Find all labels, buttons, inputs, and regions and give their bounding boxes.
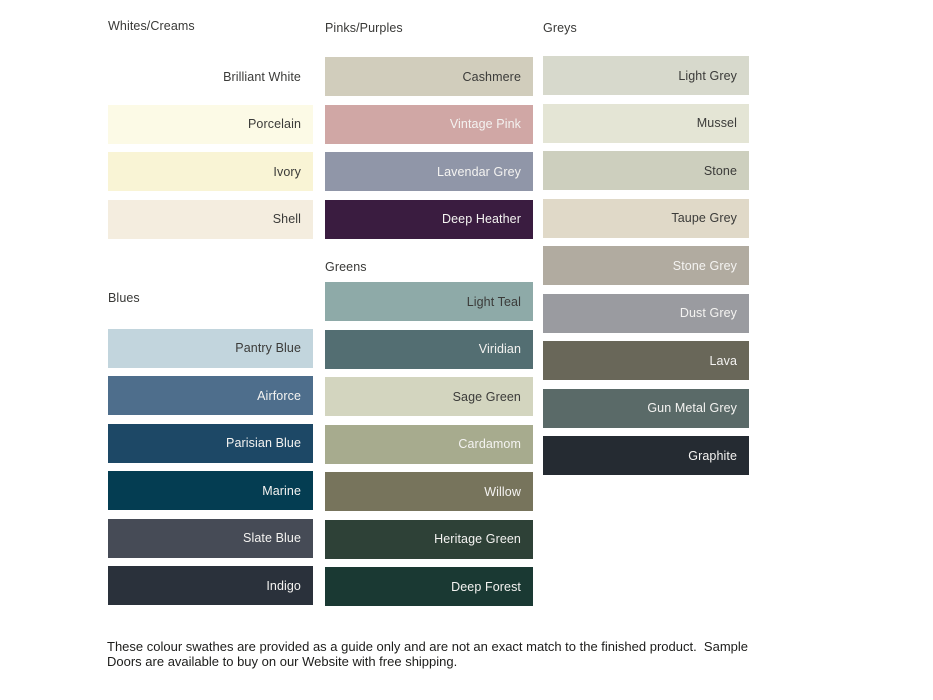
color-swatch-label: Deep Heather (441, 212, 521, 226)
color-swatch-label: Stone Grey (672, 258, 737, 273)
color-swatch-parisian-blue: Parisian Blue (108, 423, 313, 463)
color-swatch-label: Ivory (273, 164, 301, 179)
color-swatch-ivory: Ivory (108, 152, 313, 191)
color-swatch-heritage-green: Heritage Green (325, 519, 533, 559)
color-swatch-label: Deep Forest (451, 579, 521, 594)
color-swatch-marine: Marine (108, 471, 313, 510)
color-swatch-porcelain: Porcelain (108, 104, 313, 144)
color-swatch-stone: Stone (543, 151, 749, 190)
color-swatch-label: Willow (484, 484, 521, 499)
color-swatch-graphite: Graphite (543, 436, 749, 475)
color-swatch-lava: Lava (543, 341, 749, 380)
swatch-list-pinks-purples: Cashmere Vintage Pink Lavendar Grey Deep… (325, 57, 533, 239)
section-title-blues: Blues (108, 290, 140, 305)
color-swatch-label: Stone (703, 163, 737, 178)
color-swatch-taupe-grey: Taupe Grey (543, 198, 749, 238)
color-swatch-label: Light Teal (466, 294, 521, 309)
color-swatch-label: Pantry Blue (235, 341, 301, 355)
section-whites-creams: Whites/Creams Brilliant White Porcelain … (108, 19, 313, 239)
color-swatch-label: Indigo (266, 578, 301, 593)
color-swatch-label: Vintage Pink (449, 117, 521, 131)
color-swatch-label: Slate Blue (243, 531, 301, 545)
swatch-list-greens: Light Teal Viridian Sage Green Cardamom … (325, 282, 533, 606)
color-swatch-light-teal: Light Teal (325, 282, 533, 321)
color-swatch-viridian: Viridian (325, 329, 533, 369)
color-swatch-label: Heritage Green (434, 532, 521, 546)
section-greens: Greens Light Teal Viridian Sage Green Ca… (325, 259, 533, 606)
color-swatch-slate-blue: Slate Blue (108, 518, 313, 558)
section-title-whites-creams: Whites/Creams (108, 19, 195, 33)
color-swatch-deep-forest: Deep Forest (325, 567, 533, 606)
color-swatch-label: Taupe Grey (671, 211, 737, 225)
swatch-list-whites-creams: Brilliant White Porcelain Ivory Shell (108, 57, 313, 239)
swatch-list-blues: Pantry Blue Airforce Parisian Blue Marin… (108, 328, 313, 605)
color-swatch-label: Sage Green (452, 389, 521, 404)
color-swatch-label: Light Grey (678, 68, 737, 83)
color-swatch-vintage-pink: Vintage Pink (325, 104, 533, 144)
column-whites-blues: Whites/Creams Brilliant White Porcelain … (108, 19, 313, 614)
color-swatch-label: Mussel (696, 116, 737, 130)
color-swatch-willow: Willow (325, 472, 533, 511)
color-swatch-dust-grey: Dust Grey (543, 293, 749, 333)
color-swatch-airforce: Airforce (108, 376, 313, 415)
swatch-list-greys: Light Grey Mussel Stone Taupe Grey Stone… (543, 56, 749, 475)
disclaimer-text: These colour swathes are provided as a g… (107, 639, 752, 670)
section-title-greens: Greens (325, 259, 367, 274)
section-title-greys: Greys (543, 21, 577, 35)
color-swatch-label: Lavendar Grey (437, 164, 521, 179)
section-greys: Greys Light Grey Mussel Stone Taupe Grey… (543, 21, 749, 475)
column-greys: Greys Light Grey Mussel Stone Taupe Grey… (543, 21, 749, 484)
section-blues: Blues Pantry Blue Airforce Parisian Blue… (108, 290, 313, 605)
section-title-pinks-purples: Pinks/Purples (325, 21, 403, 35)
color-swatch-label: Airforce (257, 388, 301, 403)
color-swatch-label: Parisian Blue (226, 436, 301, 450)
color-swatch-lavendar-grey: Lavendar Grey (325, 152, 533, 191)
color-swatch-label: Viridian (478, 342, 521, 356)
color-swatch-label: Marine (262, 483, 301, 498)
section-pinks-purples: Pinks/Purples Cashmere Vintage Pink Lave… (325, 21, 533, 239)
color-swatch-sage-green: Sage Green (325, 377, 533, 416)
color-swatch-pantry-blue: Pantry Blue (108, 328, 313, 368)
color-swatch-label: Shell (272, 212, 301, 226)
color-swatch-label: Brilliant White (223, 69, 301, 84)
color-swatch-brilliant-white: Brilliant White (108, 57, 313, 96)
color-swatch-shell: Shell (108, 199, 313, 239)
color-swatch-label: Porcelain (247, 117, 301, 131)
color-swatch-light-grey: Light Grey (543, 56, 749, 95)
color-swatch-deep-heather: Deep Heather (325, 199, 533, 239)
color-swatch-cardamom: Cardamom (325, 424, 533, 464)
color-swatch-label: Graphite (688, 448, 737, 463)
column-pinks-greens: Pinks/Purples Cashmere Vintage Pink Lave… (325, 21, 533, 615)
color-swatch-label: Lava (709, 353, 737, 368)
color-swatch-label: Cashmere (462, 69, 521, 84)
color-swatch-cashmere: Cashmere (325, 57, 533, 96)
color-swatch-indigo: Indigo (108, 566, 313, 605)
color-swatch-mussel: Mussel (543, 103, 749, 143)
color-swatch-gun-metal-grey: Gun Metal Grey (543, 388, 749, 428)
color-swatch-stone-grey: Stone Grey (543, 246, 749, 285)
color-swatch-label: Dust Grey (679, 306, 737, 320)
color-swatch-label: Cardamom (458, 437, 521, 451)
color-swatch-label: Gun Metal Grey (647, 401, 737, 415)
